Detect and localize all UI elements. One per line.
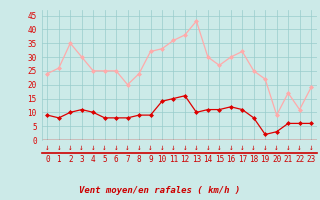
Text: ↓: ↓ [57,144,61,152]
Text: ↓: ↓ [148,144,153,152]
Text: ↓: ↓ [183,144,187,152]
Text: 0: 0 [45,156,50,164]
Text: 21: 21 [284,156,293,164]
Text: ↓: ↓ [79,144,84,152]
Text: ↓: ↓ [263,144,268,152]
Text: ↓: ↓ [125,144,130,152]
Text: ↓: ↓ [274,144,279,152]
Text: ↓: ↓ [194,144,199,152]
Text: ↓: ↓ [114,144,118,152]
Text: 17: 17 [238,156,247,164]
Text: 23: 23 [307,156,316,164]
Text: ↓: ↓ [217,144,222,152]
Text: ↓: ↓ [91,144,95,152]
Text: ↓: ↓ [68,144,73,152]
Text: ↓: ↓ [45,144,50,152]
Text: ↓: ↓ [137,144,141,152]
Text: 16: 16 [226,156,236,164]
Text: ↓: ↓ [252,144,256,152]
Text: 10: 10 [157,156,167,164]
Text: 11: 11 [169,156,178,164]
Text: 2: 2 [68,156,73,164]
Text: 13: 13 [192,156,201,164]
Text: 14: 14 [203,156,212,164]
Text: 19: 19 [260,156,270,164]
Text: 20: 20 [272,156,281,164]
Text: 15: 15 [215,156,224,164]
Text: 6: 6 [114,156,118,164]
Text: 4: 4 [91,156,95,164]
Text: 1: 1 [57,156,61,164]
Text: 12: 12 [180,156,189,164]
Text: 3: 3 [79,156,84,164]
Text: 18: 18 [249,156,258,164]
Text: ↓: ↓ [240,144,244,152]
Text: Vent moyen/en rafales ( km/h ): Vent moyen/en rafales ( km/h ) [79,186,241,195]
Text: 5: 5 [102,156,107,164]
Text: 7: 7 [125,156,130,164]
Text: 22: 22 [295,156,304,164]
Text: ↓: ↓ [102,144,107,152]
Text: ↓: ↓ [171,144,176,152]
Text: ↓: ↓ [160,144,164,152]
Text: ↓: ↓ [228,144,233,152]
Text: ↓: ↓ [309,144,313,152]
Text: ↓: ↓ [297,144,302,152]
Text: ↓: ↓ [205,144,210,152]
Text: 8: 8 [137,156,141,164]
Text: 9: 9 [148,156,153,164]
Text: ↓: ↓ [286,144,291,152]
